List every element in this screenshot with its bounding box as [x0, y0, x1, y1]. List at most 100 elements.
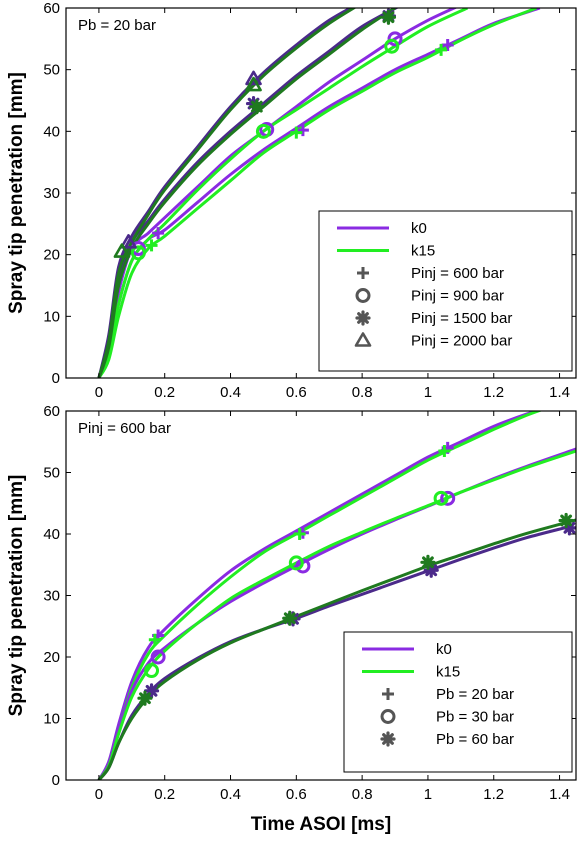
data-point-k15-triangle: [245, 76, 262, 92]
data-point-k15-star: [420, 554, 436, 570]
series-line-k15-7: [97, 8, 357, 378]
x-tick-label: 1.4: [549, 384, 570, 401]
legend-marker-plus: [357, 267, 369, 279]
legend-marker-circle: [355, 288, 371, 303]
y-tick-label: 0: [52, 370, 60, 387]
legend-marker-star: [355, 310, 371, 326]
legend-label: Pinj = 900 bar: [411, 288, 504, 305]
legend-label: Pb = 60 bar: [436, 731, 514, 748]
legend-label: Pinj = 2000 bar: [411, 333, 512, 350]
legend-label: k15: [411, 243, 435, 260]
y-tick-label: 50: [43, 465, 60, 482]
data-point-k15-circle: [433, 490, 449, 506]
y-tick-label: 60: [43, 0, 60, 17]
data-point-k15-circle: [384, 38, 400, 54]
legend-label: Pinj = 1500 bar: [411, 310, 512, 327]
data-point-k15-circle: [255, 123, 271, 139]
legend-marker-plus: [382, 688, 394, 700]
x-tick-label: 0: [95, 384, 103, 401]
data-point-k0-plus: [296, 124, 309, 137]
y-tick-label: 30: [43, 588, 60, 605]
y-axis-label: Spray tip penetration [mm]: [6, 72, 27, 314]
series-line-k0-0: [97, 411, 542, 780]
x-tick-label: 0.4: [220, 384, 241, 401]
data-point-k0-circle: [150, 649, 166, 665]
y-axis-label: Spray tip penetration [mm]: [6, 475, 27, 717]
legend: k0 k15 Pinj = 600 bar Pinj = 900 bar Pinj = …: [318, 210, 573, 372]
data-point-k15-star: [558, 512, 574, 529]
x-tick-label: 1.2: [483, 786, 504, 803]
series-line-k15-5: [97, 8, 396, 378]
data-point-k15-circle: [288, 555, 304, 571]
panel-top: 0 0.2 0.4 0.6 0.8 1 1.2 1.4 0 10 20 30 40 50 60 Spray t…: [6, 0, 577, 401]
legend-label: Pinj = 600 bar: [411, 265, 504, 282]
y-tick-label: 10: [43, 308, 60, 325]
series-line-k15-1: [97, 8, 538, 378]
data-point-k0-plus: [152, 227, 165, 240]
series-lines: [97, 411, 576, 780]
legend-box: [343, 631, 573, 773]
data-point-k0-star: [423, 562, 439, 578]
data-point-k15-triangle: [113, 243, 131, 258]
legend-label: k0: [411, 220, 427, 237]
panel-annotation: Pb = 20 bar: [78, 17, 156, 34]
x-tick-label: 0.8: [352, 786, 373, 803]
series-markers: [137, 441, 576, 706]
legend-label: k0: [436, 641, 452, 658]
x-tick-label: 0.4: [220, 786, 241, 803]
data-point-k0-circle: [440, 490, 456, 506]
y-tick-label: 30: [43, 185, 60, 202]
data-point-k15-plus: [293, 528, 306, 540]
data-point-k15-circle: [144, 663, 160, 679]
data-point-k0-circle: [387, 31, 403, 47]
x-tick-label: 0.8: [352, 384, 373, 401]
legend-marker-circle: [380, 709, 396, 724]
data-point-k15-plus: [148, 633, 161, 646]
data-point-k15-star: [137, 690, 153, 706]
data-point-k15-star: [380, 9, 397, 25]
series-line-k15-5: [97, 518, 576, 780]
x-tick-label: 0.2: [154, 786, 175, 803]
x-tick-label: 1.2: [483, 384, 504, 401]
legend-marker-triangle: [354, 332, 372, 347]
x-tick-label: 0.2: [154, 384, 175, 401]
x-tick-label: 0: [95, 786, 103, 803]
legend-marker-star: [380, 731, 396, 747]
series-markers: [113, 8, 454, 261]
x-tick-label: 0.6: [286, 384, 307, 401]
series-lines: [97, 8, 541, 378]
data-point-k15-plus: [435, 43, 448, 56]
series-line-k15-3: [97, 8, 469, 378]
panel-annotation: Pinj = 600 bar: [78, 420, 171, 437]
legend-label: Pb = 30 bar: [436, 709, 514, 726]
x-tick-label: 0.6: [286, 786, 307, 803]
y-tick-label: 50: [43, 62, 60, 79]
data-point-k0-triangle: [245, 70, 262, 86]
series-line-k15-3: [97, 449, 576, 780]
data-point-k15-plus: [145, 239, 158, 252]
data-point-k15-plus: [438, 444, 451, 457]
data-point-k0-plus: [441, 39, 454, 51]
x-tick-label: 1: [424, 384, 432, 401]
y-tick-label: 40: [43, 123, 60, 140]
y-tick-label: 40: [43, 526, 60, 543]
y-tick-label: 20: [43, 649, 60, 666]
y-tick-label: 0: [52, 772, 60, 789]
data-point-k0-star: [561, 520, 576, 536]
data-point-k0-triangle: [120, 234, 137, 249]
data-point-k15-plus: [290, 126, 303, 139]
y-tick-label: 60: [43, 403, 60, 420]
panel-bottom: 0 0.2 0.4 0.6 0.8 1 1.2 1.4 0 10 20 30 40 50 60 Spray t…: [6, 403, 577, 835]
x-tick-label: 1.4: [549, 786, 570, 803]
data-point-k15-circle: [130, 245, 146, 261]
legend-label: k15: [436, 664, 460, 681]
legend-label: Pb = 20 bar: [436, 686, 514, 703]
legend: k0 k15 Pb = 20 bar Pb = 30 bar Pb = 60 bar: [343, 631, 573, 773]
x-axis-label: Time ASOI [ms]: [251, 814, 391, 835]
data-point-k0-star: [143, 683, 160, 699]
x-tick-label: 1: [424, 786, 432, 803]
y-tick-label: 10: [43, 711, 60, 728]
data-point-k15-star: [282, 610, 298, 626]
data-point-k15-star: [249, 99, 265, 115]
